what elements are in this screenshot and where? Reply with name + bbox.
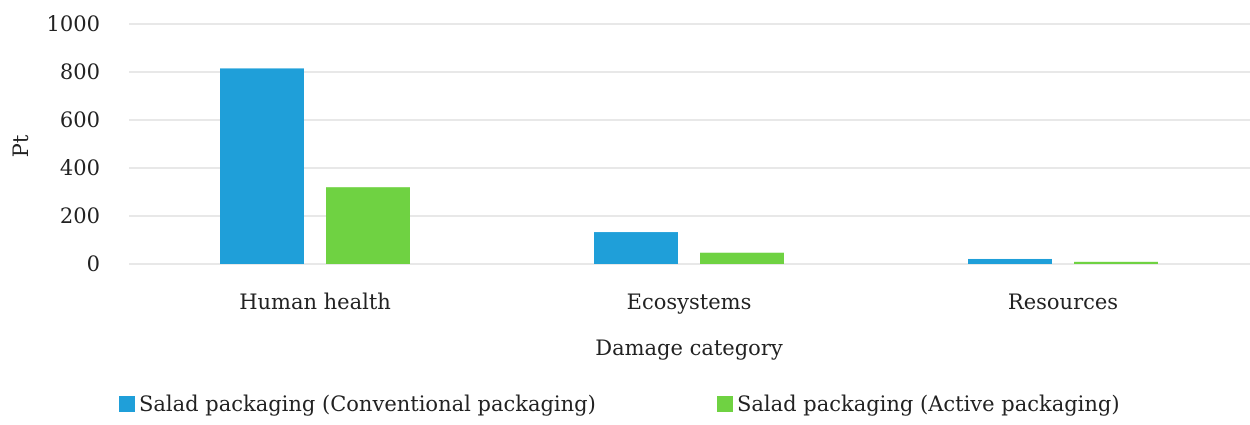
x-tick-label: Resources [1008,290,1118,314]
legend: Salad packaging (Conventional packaging)… [119,392,1120,416]
grid-layer [129,23,1250,265]
bar [968,258,1052,264]
y-tick-label: 1000 [47,12,100,36]
legend-label: Salad packaging (Conventional packaging) [139,392,596,416]
y-tick-label: 600 [60,108,100,132]
bars-layer [220,68,1158,265]
bar [326,187,410,264]
y-axis-title: Pt [9,134,33,157]
legend-swatch [717,396,733,412]
y-tick-label: 800 [60,60,100,84]
x-axis-title: Damage category [595,336,783,360]
bar [700,252,784,264]
x-tick-label: Ecosystems [627,290,752,314]
legend-swatch [119,396,135,412]
labels-layer: 0 200 400 600 800 1000 Human health Ecosystems R… [47,12,1119,314]
bar [1074,261,1158,264]
bar [594,232,678,264]
legend-label: Salad packaging (Active packaging) [737,392,1120,416]
y-tick-label: 200 [60,204,100,228]
bar [220,68,304,265]
y-tick-label: 400 [60,156,100,180]
y-tick-label: 0 [87,252,100,276]
x-tick-label: Human health [239,290,391,314]
